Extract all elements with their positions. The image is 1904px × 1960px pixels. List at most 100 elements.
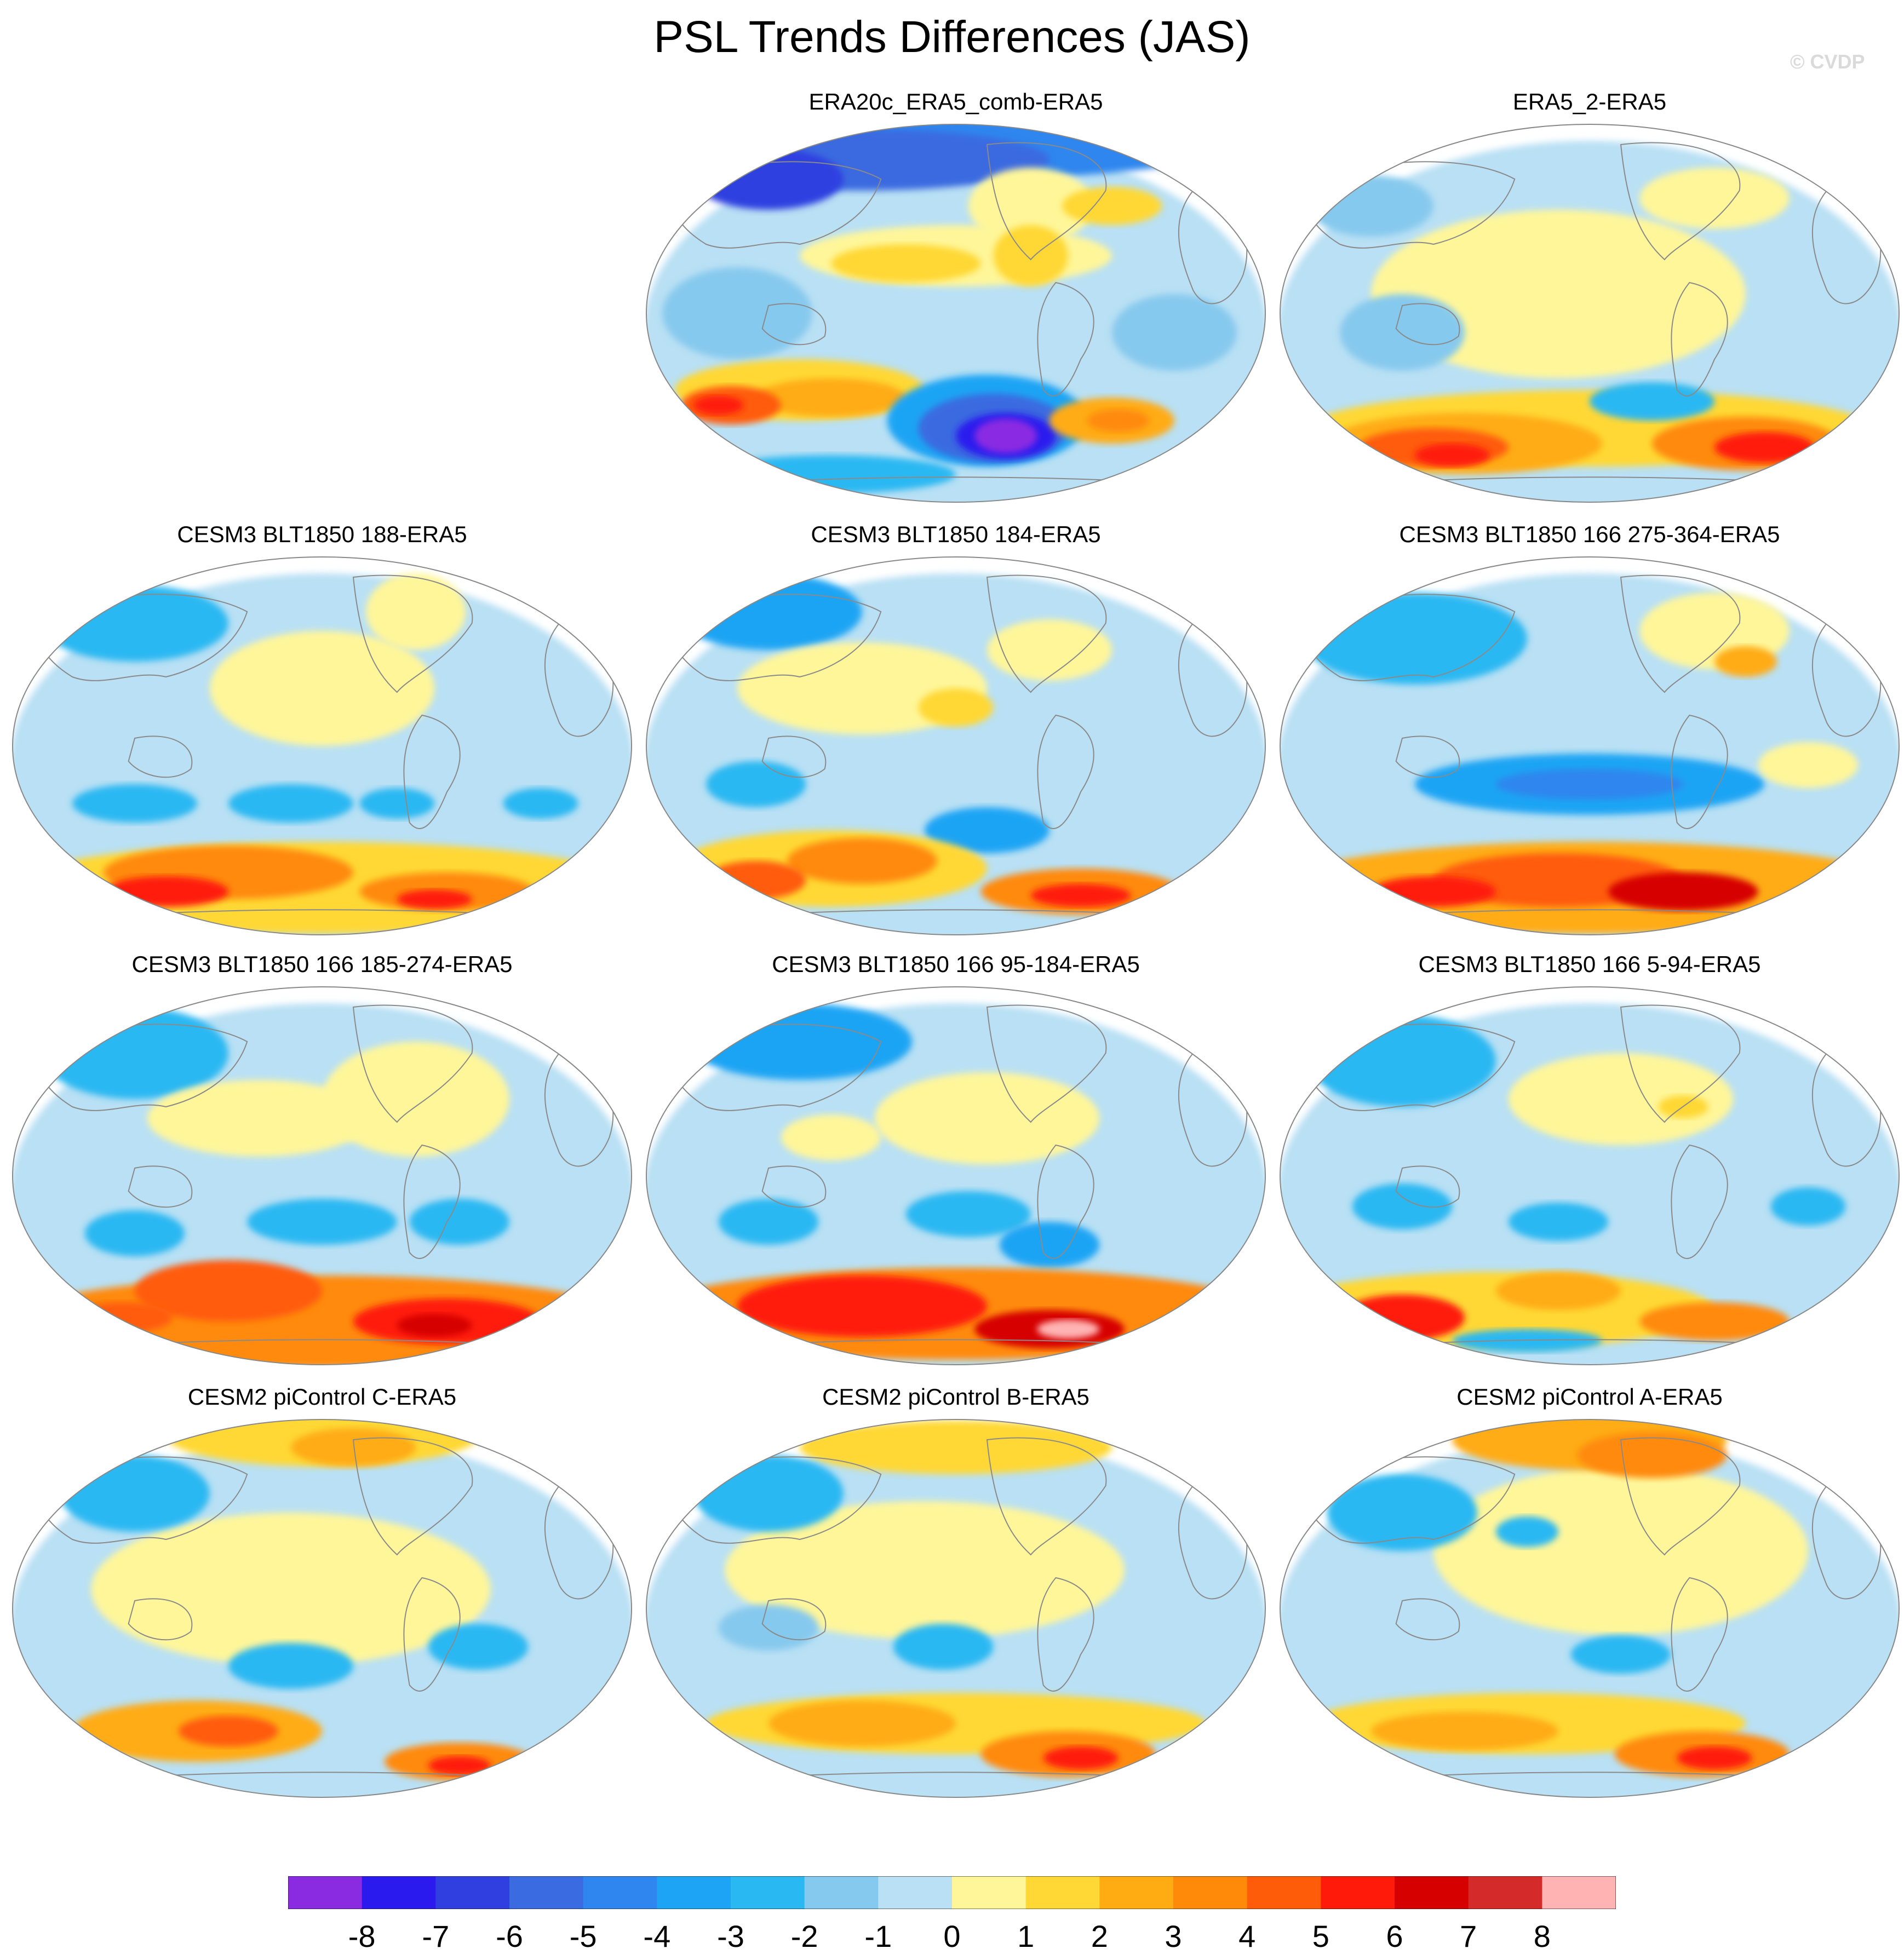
contour-region [1352,1183,1453,1229]
robinson-map [1280,556,1900,935]
coastline [128,1598,193,1641]
panel-title: CESM2 piControl B-ERA5 [822,1384,1089,1410]
colorbar-swatch [288,1876,363,1909]
colorbar-swatch [435,1876,510,1909]
field-shading [646,573,1265,935]
contour-region [781,1114,881,1160]
contour-region [718,1605,819,1651]
coastline [352,1437,473,1556]
contour-region [1371,876,1496,907]
contour-region [987,619,1112,681]
contour-region [1112,294,1237,371]
panel-title: CESM2 piControl C-ERA5 [187,1384,457,1410]
coastline [1671,714,1728,829]
contour-region [693,395,744,415]
coastline [36,1024,248,1111]
colorbar-tick-label: 3 [1165,1919,1182,1953]
contour-region [409,1199,509,1245]
contour-region [831,244,981,283]
contour-region [893,1624,994,1670]
contour-region [706,861,806,899]
field-shading [1280,573,1899,935]
colorbar-tick-label: 8 [1533,1919,1551,1953]
coastline [1395,1598,1460,1641]
contour-region [135,1260,322,1321]
contour-region [359,788,435,819]
colorbar-tick-label: 0 [943,1919,961,1953]
coastline [761,303,827,346]
map-border [646,1419,1266,1798]
colorbar-tick-label: -5 [569,1919,597,1953]
map-panel-p1: ERA20c_ERA5_comb-ERA5 [644,88,1268,509]
colorbar-swatch [1099,1876,1174,1909]
robinson-map [12,1419,632,1798]
contour-region [725,1501,1125,1639]
contour-region [322,1042,509,1157]
contour-region [1496,1272,1621,1310]
colorbar-swatch [509,1876,584,1909]
map-panel-p3: CESM3 BLT1850 188-ERA5 [10,520,634,942]
colorbar-swatch [1395,1876,1469,1909]
contour-region [1639,1302,1790,1341]
coastline [1037,714,1094,829]
coastline [1395,303,1460,346]
colorbar-tick-label: 7 [1460,1919,1477,1953]
contour-region [72,784,197,823]
contour-region [662,267,812,359]
contour-region [999,1222,1100,1268]
contour-region [228,1643,353,1689]
robinson-map [1280,124,1900,503]
contour-region [918,688,994,727]
contour-region [365,573,466,650]
contour-region [228,784,353,823]
coastline [1304,161,1516,249]
coastline [670,1024,882,1111]
contour-region [1714,646,1777,677]
contour-region [1433,1467,1808,1635]
contour-region [706,455,956,493]
coastline [670,1456,882,1544]
map-border [12,556,632,935]
coastline [1304,1456,1516,1544]
robinson-map [646,124,1266,503]
map-panel-p4: CESM3 BLT1850 184-ERA5 [644,520,1268,942]
contour-region [874,1072,1100,1164]
coastline [1671,281,1728,396]
coastline [761,1598,827,1641]
contour-region [787,838,937,884]
coastline [352,1004,473,1123]
map-panel-p6: CESM3 BLT1850 166 185-274-ERA5 [10,950,634,1372]
coastline [761,735,827,778]
contour-region [1508,1053,1734,1145]
map-panel-p7: CESM3 BLT1850 166 95-184-ERA5 [644,950,1268,1372]
panel-title: CESM3 BLT1850 166 275-364-ERA5 [1399,521,1780,547]
map-border [1280,124,1900,503]
contour-region [428,1756,491,1775]
contour-region [687,1003,913,1080]
coastline [1037,1144,1094,1259]
colorbar-tick-label: -8 [348,1919,376,1953]
contour-region [769,1700,956,1746]
panel-title: CESM3 BLT1850 184-ERA5 [811,521,1101,547]
colorbar [288,1876,1616,1909]
panel-title: CESM3 BLT1850 166 95-184-ERA5 [772,951,1140,977]
contour-region [800,1421,1112,1474]
coastline [986,1437,1107,1556]
coastline [1037,281,1094,396]
coastline [1395,1165,1460,1208]
map-border [646,556,1266,935]
field-shading [1280,1003,1899,1365]
contour-region [147,1080,372,1157]
coastline [986,574,1107,693]
contour-region [1570,1635,1671,1674]
robinson-map [12,556,632,935]
coastline [1304,1024,1516,1111]
contour-region [968,168,1093,244]
robinson-map [1280,986,1900,1365]
coastline [1671,1577,1728,1692]
contour-region [1608,872,1758,911]
panel-title: ERA20c_ERA5_comb-ERA5 [808,89,1103,114]
map-border [1280,556,1900,935]
colorbar-tick-label: 4 [1238,1919,1256,1953]
robinson-map [12,986,632,1365]
